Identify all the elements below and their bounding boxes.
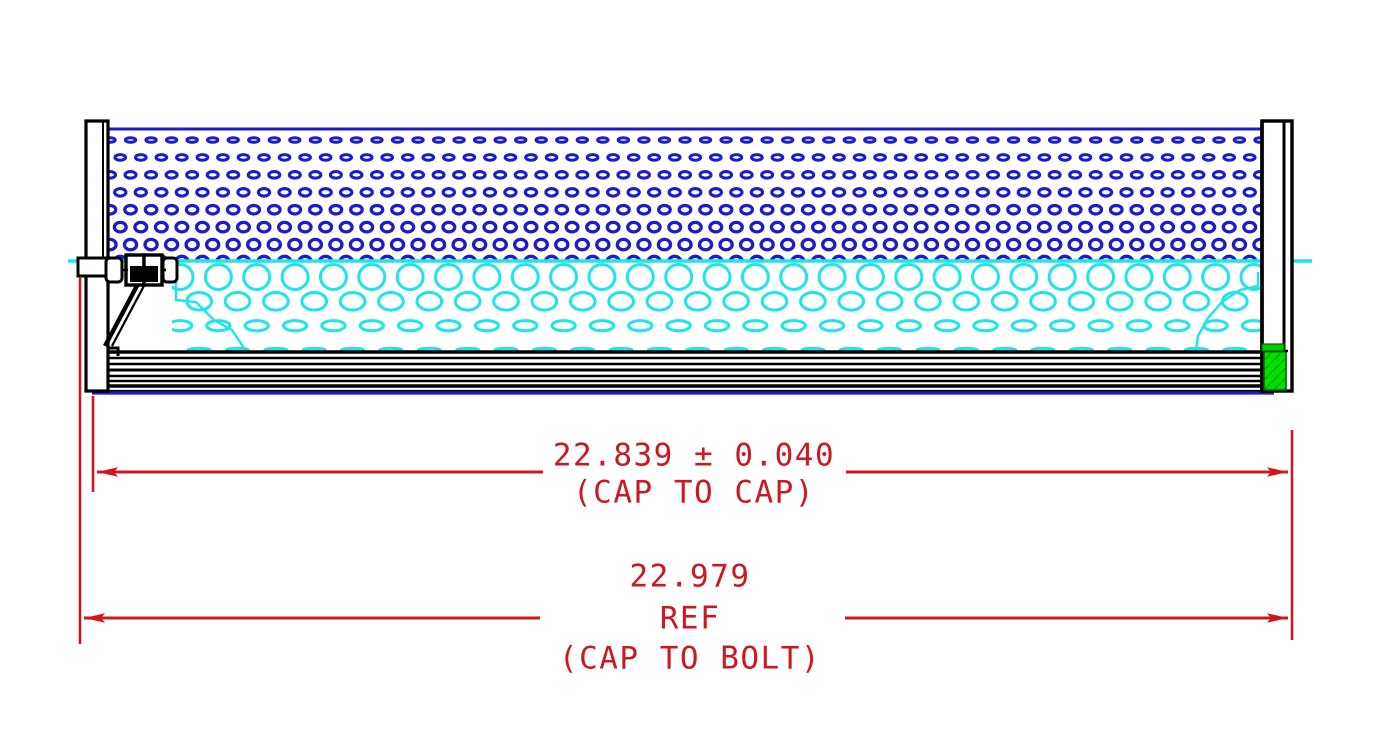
- seal-gasket: [1262, 349, 1288, 391]
- dim-cap-to-bolt-ref: REF: [660, 601, 721, 637]
- pleat-stack: [90, 346, 1274, 395]
- cyan-fold-edge-right: [1194, 272, 1260, 351]
- cyan-fold-edge-left: [174, 272, 245, 349]
- upper-mesh-holes: [108, 136, 1262, 262]
- dim-cap-to-bolt-value: 22.979: [630, 559, 751, 595]
- dim-cap-to-cap-value: 22.839 ± 0.040: [553, 438, 835, 474]
- dim-cap-to-bolt-note: (CAP TO BOLT): [559, 641, 821, 677]
- dimension-cap-to-cap: 22.839 ± 0.040 (CAP TO CAP): [91, 396, 1294, 640]
- dim-cap-to-cap-note: (CAP TO CAP): [573, 475, 815, 511]
- left-end-cap: [76, 119, 147, 393]
- bolt-assembly: [104, 253, 179, 287]
- dimension-cap-to-bolt: 22.979 REF (CAP TO BOLT): [78, 277, 1288, 677]
- seal-gasket-lip: [1261, 343, 1285, 352]
